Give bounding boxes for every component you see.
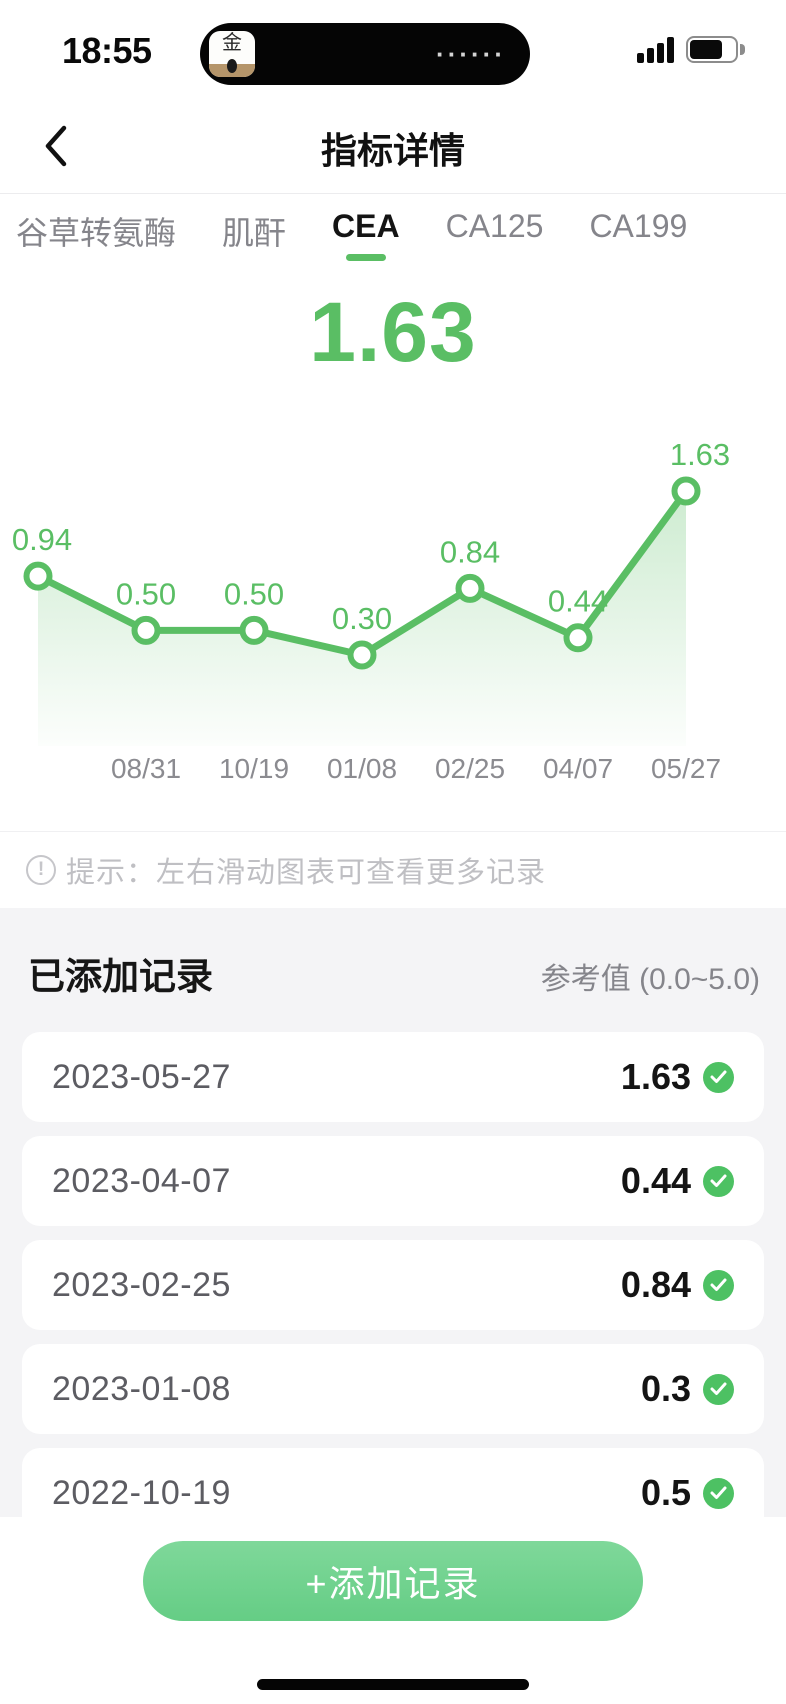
x-axis-label: 08/31 bbox=[111, 753, 181, 784]
records-header: 已添加记录 参考值 (0.0~5.0) bbox=[28, 946, 760, 1000]
metric-tab[interactable]: 肌酐 bbox=[222, 208, 286, 266]
page-title: 指标详情 bbox=[320, 130, 465, 171]
metric-tab-label: 谷草转氨酶 bbox=[16, 215, 177, 251]
home-indicator[interactable] bbox=[257, 1679, 529, 1690]
battery-icon bbox=[686, 36, 745, 63]
active-tab-underline bbox=[345, 254, 386, 261]
record-row[interactable]: 2023-04-07 0.44 bbox=[22, 1136, 764, 1226]
record-right: 0.5 bbox=[641, 1472, 734, 1514]
data-point[interactable] bbox=[23, 561, 53, 591]
data-point[interactable] bbox=[563, 623, 593, 653]
point-value-label: 0.30 bbox=[332, 601, 392, 636]
back-button[interactable] bbox=[34, 118, 78, 174]
record-row[interactable]: 2023-02-25 0.84 bbox=[22, 1240, 764, 1330]
point-value-label: 0.94 bbox=[12, 522, 72, 557]
record-right: 0.84 bbox=[621, 1264, 734, 1306]
data-point[interactable] bbox=[671, 476, 701, 506]
metric-tabs: 谷草转氨酶 肌酐 CEA CA125 CA199 bbox=[0, 194, 786, 282]
x-axis-label: 02/25 bbox=[435, 753, 505, 784]
metric-tab[interactable]: CA199 bbox=[589, 208, 687, 257]
add-record-button[interactable]: +添加记录 bbox=[143, 1541, 643, 1621]
metric-tab[interactable]: 谷草转氨酶 bbox=[16, 208, 176, 266]
point-value-label: 0.44 bbox=[548, 584, 608, 619]
trend-chart[interactable]: 0.94 0.50 0.50 0.30 0.84 0.44 1.63 08/31 10/19 01… bbox=[0, 420, 786, 790]
metric-tab-label: CA199 bbox=[589, 208, 688, 244]
check-circle-icon bbox=[703, 1061, 734, 1093]
record-right: 0.3 bbox=[641, 1368, 734, 1410]
metric-tab-label: CEA bbox=[332, 208, 400, 244]
records-section: 已添加记录 参考值 (0.0~5.0) 2023-05-27 1.63 2023… bbox=[0, 908, 786, 1704]
cellular-signal-icon bbox=[637, 36, 674, 63]
record-date: 2023-02-25 bbox=[52, 1265, 231, 1304]
check-circle-icon bbox=[703, 1165, 734, 1197]
footer: +添加记录 bbox=[0, 1517, 786, 1704]
point-value-label: 0.50 bbox=[116, 576, 176, 611]
metric-tab-label: 肌酐 bbox=[222, 215, 287, 251]
dynamic-island[interactable]: 金 ······ bbox=[200, 23, 530, 85]
status-icons bbox=[637, 36, 745, 63]
check-circle-icon bbox=[703, 1477, 734, 1509]
record-date: 2022-10-19 bbox=[52, 1473, 231, 1512]
record-value: 0.44 bbox=[620, 1160, 691, 1201]
hint-row: ! 提示：左右滑动图表可查看更多记录 bbox=[0, 832, 786, 908]
status-bar: 18:55 金 ······ bbox=[0, 0, 786, 100]
chevron-left-icon bbox=[45, 125, 67, 167]
reference-range-label: 参考值 (0.0~5.0) bbox=[540, 963, 760, 996]
record-value: 0.5 bbox=[640, 1472, 691, 1513]
record-date: 2023-05-27 bbox=[52, 1057, 231, 1096]
app-thumbnail: 金 bbox=[209, 31, 255, 77]
data-point[interactable] bbox=[347, 640, 377, 670]
record-right: 0.44 bbox=[621, 1160, 734, 1202]
app-thumbnail-glyph: 金 bbox=[222, 32, 242, 54]
x-axis-label: 05/27 bbox=[651, 753, 721, 784]
divider bbox=[0, 831, 786, 832]
data-point[interactable] bbox=[239, 615, 269, 645]
check-circle-icon bbox=[703, 1373, 734, 1405]
metric-tab[interactable]: CA125 bbox=[446, 208, 544, 257]
more-dots-icon: ······ bbox=[436, 39, 506, 69]
record-value: 0.84 bbox=[620, 1264, 691, 1305]
data-point[interactable] bbox=[455, 573, 485, 603]
record-row[interactable]: 2023-05-27 1.63 bbox=[22, 1032, 764, 1122]
record-value: 0.3 bbox=[640, 1368, 691, 1409]
records-title: 已添加记录 bbox=[28, 956, 213, 997]
x-axis-label: 01/08 bbox=[327, 753, 397, 784]
check-circle-icon bbox=[703, 1269, 734, 1301]
point-value-label: 0.50 bbox=[224, 576, 284, 611]
x-axis-label: 04/07 bbox=[543, 753, 613, 784]
record-value: 1.63 bbox=[620, 1056, 691, 1097]
point-value-label: 0.84 bbox=[440, 534, 500, 569]
data-point[interactable] bbox=[131, 615, 161, 645]
record-date: 2023-04-07 bbox=[52, 1161, 231, 1200]
current-value: 1.63 bbox=[309, 285, 477, 379]
hint-text: 提示：左右滑动图表可查看更多记录 bbox=[66, 857, 547, 889]
line-chart-svg: 0.94 0.50 0.50 0.30 0.84 0.44 1.63 08/31 10/19 01… bbox=[12, 437, 730, 784]
alert-circle-icon: ! bbox=[26, 855, 56, 885]
metric-tab[interactable]: CEA bbox=[332, 208, 400, 261]
clock: 18:55 bbox=[62, 30, 152, 71]
app-thumbnail-dot bbox=[227, 59, 237, 73]
point-value-label: 1.63 bbox=[670, 437, 730, 472]
records-list: 2023-05-27 1.63 2023-04-07 0.44 bbox=[22, 1032, 764, 1538]
record-date: 2023-01-08 bbox=[52, 1369, 231, 1408]
nav-bar: 指标详情 bbox=[0, 100, 786, 194]
metric-tab-label: CA125 bbox=[445, 208, 544, 244]
x-axis-label: 10/19 bbox=[219, 753, 289, 784]
record-right: 1.63 bbox=[621, 1056, 734, 1098]
record-row[interactable]: 2023-01-08 0.3 bbox=[22, 1344, 764, 1434]
